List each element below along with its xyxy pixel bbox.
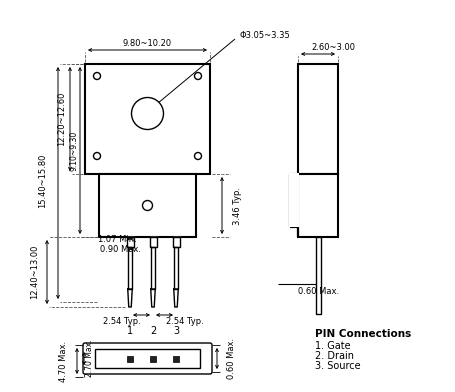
Polygon shape (126, 237, 133, 247)
Polygon shape (172, 237, 180, 247)
Polygon shape (150, 237, 157, 247)
Polygon shape (174, 247, 178, 289)
Text: Φ3.05~3.35: Φ3.05~3.35 (240, 31, 290, 40)
FancyBboxPatch shape (83, 343, 212, 374)
Text: 2.70 Max.: 2.70 Max. (86, 340, 95, 377)
Text: 2.54 Typ.: 2.54 Typ. (166, 316, 203, 325)
Text: 2: 2 (150, 326, 156, 336)
Text: 3.46 Typ.: 3.46 Typ. (233, 187, 243, 225)
Text: 2. Drain: 2. Drain (315, 351, 354, 361)
Text: PIN Connections: PIN Connections (315, 329, 411, 339)
Bar (99, 174, 196, 237)
Text: 3: 3 (173, 326, 179, 336)
Text: 2.60~3.00: 2.60~3.00 (311, 42, 355, 51)
Circle shape (194, 73, 202, 80)
Text: 1. Gate: 1. Gate (315, 341, 351, 351)
Polygon shape (174, 289, 178, 307)
Bar (289, 173, 299, 227)
Bar (173, 356, 179, 361)
Polygon shape (128, 247, 132, 289)
Text: 9.80~10.20: 9.80~10.20 (123, 38, 172, 47)
Text: 12.20~12.60: 12.20~12.60 (57, 92, 66, 146)
Bar (298, 174, 338, 237)
Circle shape (194, 152, 202, 160)
Circle shape (93, 152, 101, 160)
Text: 15.40~15.80: 15.40~15.80 (39, 153, 47, 208)
Text: 0.60 Max.: 0.60 Max. (228, 338, 237, 379)
Polygon shape (128, 289, 132, 307)
Text: 9.10~9.30: 9.10~9.30 (70, 131, 79, 171)
Bar (85, 64, 210, 174)
Polygon shape (151, 289, 155, 307)
Text: 2.54 Typ.: 2.54 Typ. (103, 316, 141, 325)
Text: 1.07 Min.: 1.07 Min. (98, 234, 137, 243)
Text: 12.40~13.00: 12.40~13.00 (30, 245, 40, 299)
Text: 4.70 Max.: 4.70 Max. (59, 340, 67, 381)
Text: 0.90 Max.: 0.90 Max. (100, 245, 141, 254)
Circle shape (131, 98, 163, 129)
Polygon shape (151, 247, 155, 289)
Circle shape (142, 200, 152, 211)
Bar (315, 237, 320, 314)
Text: 1: 1 (127, 326, 133, 336)
Text: 3. Source: 3. Source (315, 361, 361, 371)
Bar (150, 356, 156, 361)
Bar (95, 349, 200, 368)
Circle shape (93, 73, 101, 80)
Text: 0.60 Max.: 0.60 Max. (298, 287, 339, 296)
Bar (298, 64, 338, 174)
Bar (127, 356, 133, 361)
